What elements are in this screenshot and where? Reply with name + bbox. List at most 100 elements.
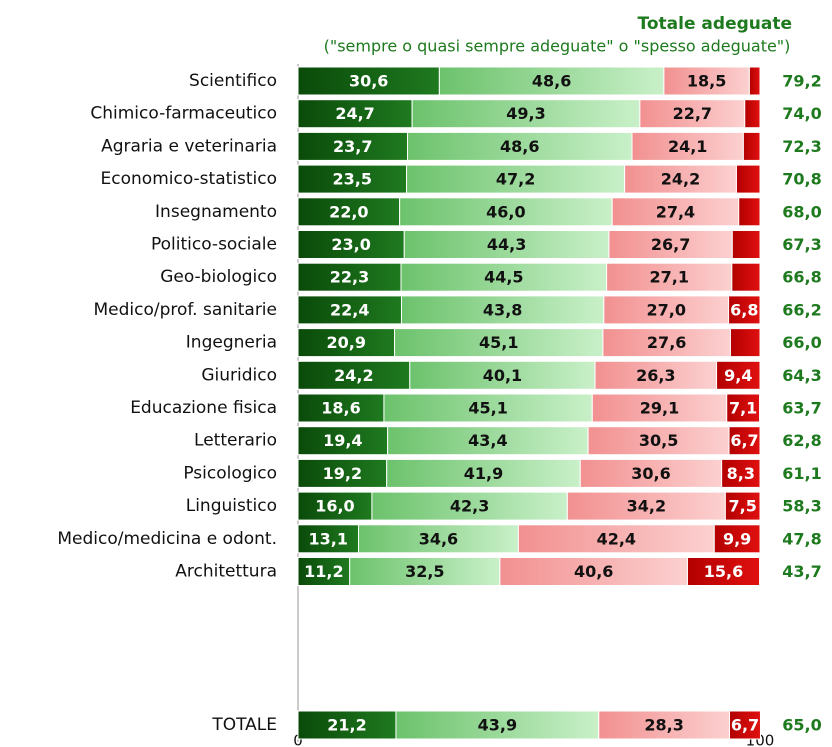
value-label: 40,6 xyxy=(574,562,613,581)
bar-segment xyxy=(297,491,373,521)
bar-segment xyxy=(716,360,761,390)
category-label: Psicologico xyxy=(183,463,277,483)
bar-segment xyxy=(438,66,665,96)
category-label: Letterario xyxy=(194,431,277,451)
total-label: 66,2 xyxy=(782,300,821,319)
bar-segment xyxy=(742,131,761,161)
category-label: Ingegneria xyxy=(186,333,277,353)
value-label: 22,7 xyxy=(673,104,712,123)
value-label: 27,0 xyxy=(646,300,685,319)
total-label: 70,8 xyxy=(782,170,821,189)
bar-segment xyxy=(399,197,613,227)
value-label: 30,6 xyxy=(349,72,388,91)
value-label: 6,7 xyxy=(731,716,759,735)
category-label: Geo-biologico xyxy=(160,267,277,287)
bar-segment xyxy=(738,197,761,227)
bar-segment xyxy=(297,66,440,96)
category-label: Chimico-farmaceutico xyxy=(90,104,277,124)
value-label: 23,0 xyxy=(331,235,370,254)
value-label: 49,3 xyxy=(506,104,545,123)
category-label: Insegnamento xyxy=(155,202,277,222)
totals-subheader: ("sempre o quasi sempre adeguate" o "spe… xyxy=(324,37,791,56)
category-label: Scientifico xyxy=(189,71,277,91)
category-label: Giuridico xyxy=(201,365,277,385)
value-label: 15,6 xyxy=(704,562,743,581)
value-label: 23,5 xyxy=(333,170,372,189)
category-label: Medico/prof. sanitarie xyxy=(93,300,277,320)
value-label: 11,2 xyxy=(304,562,343,581)
total-label: 47,8 xyxy=(782,529,821,548)
bar-segment xyxy=(297,197,401,227)
value-label: 19,2 xyxy=(323,464,362,483)
bar-segment xyxy=(409,360,596,390)
bar-segment xyxy=(297,524,360,554)
bar-segment xyxy=(517,524,715,554)
bar-segment xyxy=(686,557,761,586)
value-label: 29,1 xyxy=(640,399,679,418)
value-label: 8,3 xyxy=(727,464,755,483)
bar-segment xyxy=(726,393,761,423)
bar-segment xyxy=(598,710,731,740)
value-label: 32,5 xyxy=(405,562,444,581)
bar-segment xyxy=(403,230,610,259)
value-label: 42,4 xyxy=(597,529,636,548)
value-label: 22,3 xyxy=(330,268,369,287)
bar-segment xyxy=(608,230,733,259)
value-label: 9,4 xyxy=(724,366,752,385)
value-label: 30,5 xyxy=(639,431,678,450)
bar-segment xyxy=(744,99,761,129)
value-label: 47,2 xyxy=(496,170,535,189)
bar-segment xyxy=(731,230,761,259)
value-label: 44,3 xyxy=(487,235,526,254)
category-label: Linguistico xyxy=(186,496,277,516)
total-label: 72,3 xyxy=(782,137,821,156)
value-label: 48,6 xyxy=(500,137,539,156)
total-label: 65,0 xyxy=(782,716,821,735)
category-label: TOTALE xyxy=(211,715,277,735)
bar-segment xyxy=(606,262,733,292)
bar-segment xyxy=(297,360,411,390)
total-label: 63,7 xyxy=(782,399,821,418)
bar-segment xyxy=(728,295,761,325)
value-label: 43,8 xyxy=(483,300,522,319)
value-label: 24,1 xyxy=(668,137,707,156)
value-label: 22,0 xyxy=(329,202,368,221)
value-label: 46,0 xyxy=(486,202,525,221)
bar-segment xyxy=(297,262,402,292)
category-label: Medico/medicina e odont. xyxy=(57,529,277,549)
bar-segment xyxy=(663,66,750,96)
value-label: 6,8 xyxy=(730,300,758,319)
value-label: 18,6 xyxy=(321,399,360,418)
value-label: 44,5 xyxy=(484,268,523,287)
bar-segment xyxy=(297,710,397,740)
bar-segment xyxy=(721,458,761,488)
value-label: 6,7 xyxy=(730,431,758,450)
bar-segment xyxy=(358,524,519,554)
bar-segment xyxy=(735,164,761,194)
total-label: 74,0 xyxy=(782,104,821,123)
bar-segment xyxy=(713,524,761,554)
total-label: 67,3 xyxy=(782,235,821,254)
value-label: 7,5 xyxy=(729,497,757,516)
bar-segment xyxy=(566,491,726,521)
value-label: 45,1 xyxy=(468,399,507,418)
bar-segment xyxy=(729,328,761,358)
bar-segment xyxy=(624,164,737,194)
bar-segment xyxy=(587,426,730,456)
value-label: 43,9 xyxy=(478,716,517,735)
bar-segment xyxy=(748,66,761,96)
value-label: 42,3 xyxy=(450,497,489,516)
value-label: 24,2 xyxy=(334,366,373,385)
value-label: 40,1 xyxy=(483,366,522,385)
category-label: Educazione fisica xyxy=(130,398,277,418)
bar-segment xyxy=(400,295,605,325)
category-label: Architettura xyxy=(175,562,277,582)
bar-segment xyxy=(579,458,723,488)
bar-segment xyxy=(297,295,402,325)
bar-segment xyxy=(406,164,626,194)
value-label: 21,2 xyxy=(327,716,366,735)
value-label: 7,1 xyxy=(729,399,757,418)
value-label: 16,0 xyxy=(315,497,354,516)
value-label: 26,3 xyxy=(636,366,675,385)
totals-header: Totale adeguate xyxy=(638,14,792,34)
